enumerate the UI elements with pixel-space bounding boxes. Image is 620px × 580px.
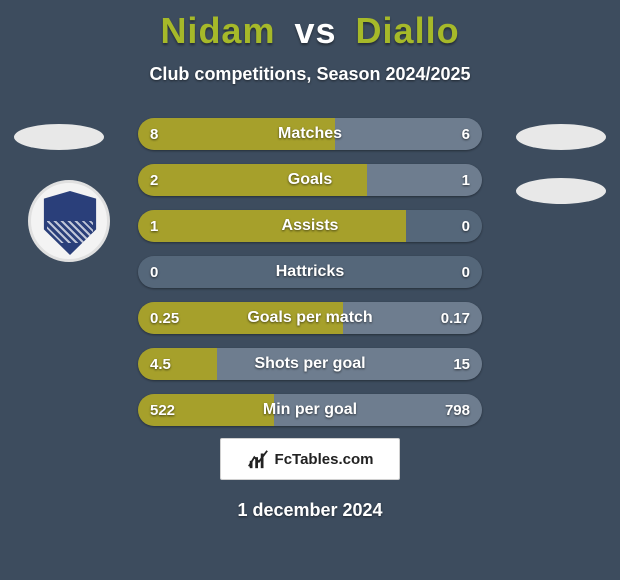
stat-bar: 21Goals bbox=[138, 164, 482, 196]
brand-box: FcTables.com bbox=[220, 438, 400, 480]
subtitle: Club competitions, Season 2024/2025 bbox=[0, 64, 620, 85]
stat-bar: 10Assists bbox=[138, 210, 482, 242]
stat-bar: 4.515Shots per goal bbox=[138, 348, 482, 380]
chart-icon bbox=[247, 448, 269, 470]
shield-icon bbox=[41, 191, 99, 255]
club-badge bbox=[28, 180, 110, 262]
stat-bar: 522798Min per goal bbox=[138, 394, 482, 426]
stat-bar: 86Matches bbox=[138, 118, 482, 150]
placeholder-ellipse-right1 bbox=[516, 124, 606, 150]
placeholder-ellipse-right2 bbox=[516, 178, 606, 204]
stat-bars: 86Matches 21Goals 10Assists 00Hattricks 0.25… bbox=[138, 118, 482, 440]
stat-bar: 0.250.17Goals per match bbox=[138, 302, 482, 334]
brand-label: FcTables.com bbox=[275, 451, 374, 468]
comparison-title: Nidam vs Diallo bbox=[0, 0, 620, 52]
player2-name: Diallo bbox=[356, 10, 460, 51]
placeholder-ellipse-left bbox=[14, 124, 104, 150]
date-label: 1 december 2024 bbox=[0, 500, 620, 521]
player1-name: Nidam bbox=[160, 10, 275, 51]
stat-bar: 00Hattricks bbox=[138, 256, 482, 288]
vs-text: vs bbox=[294, 10, 336, 51]
